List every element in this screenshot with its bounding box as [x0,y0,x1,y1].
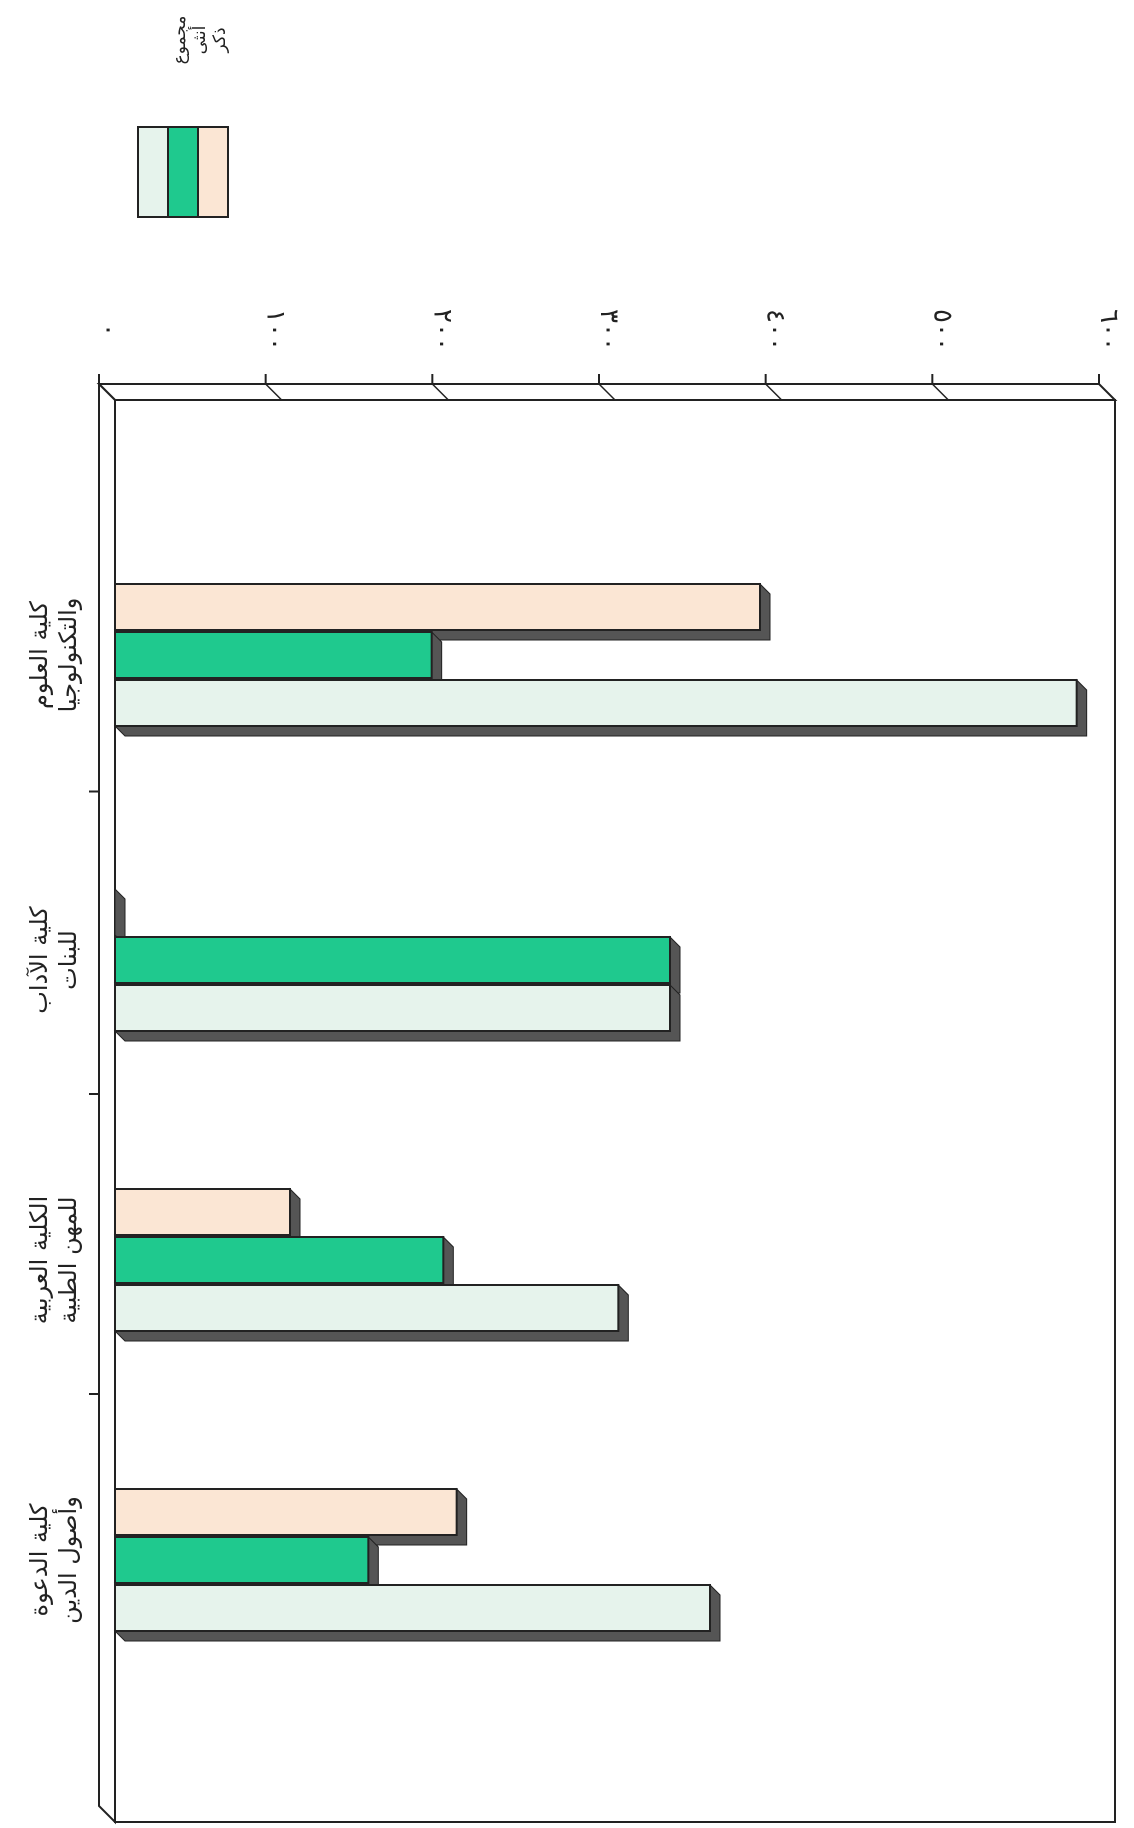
bar [114,583,761,631]
chart-floor [98,381,116,1825]
value-tick-depth-line [265,383,283,401]
value-axis: ٠ ١٠٠ ٢٠٠ ٣٠٠ ٤٠٠ ٥٠٠ ٦٠٠ [94,309,1124,401]
legend-label: ذكر [210,27,230,53]
category-label: كلية الآدابللبنات [25,906,82,1014]
bar [114,1284,620,1332]
legend-swatch [167,126,199,218]
legend-label: مجموع [170,16,190,65]
bar [114,936,671,984]
value-tick-label: ٢٠٠ [427,309,457,351]
category-axis: كلية العلوموالتكنولوجيا كلية الآدابللبنات… [25,598,99,1624]
category-label-line: كلية العلوم [25,600,53,708]
value-tick-label: ١٠٠ [261,309,291,351]
value-tick-depth-line [598,383,616,401]
bar [114,984,671,1032]
bar [114,1236,445,1284]
value-tick-depth-line [1098,383,1116,401]
bar [114,1488,458,1536]
category-label-line: الكلية العربية [25,1196,53,1325]
value-tick-depth-line [765,383,783,401]
value-tick-depth-line [931,383,949,401]
value-tick-label: ٤٠٠ [761,309,791,351]
bar [114,679,1078,727]
category-label-line: وأصول الدين [52,1496,82,1624]
category-label-line: كلية الدعوة [25,1503,53,1617]
bars [113,582,1088,1642]
bar [114,1584,711,1632]
bar [114,631,433,679]
bar [114,1188,291,1236]
legend-swatch [137,126,169,218]
category-label: الكلية العربيةللمهن الطبية [25,1196,82,1325]
value-tick-label: ٠ [94,323,124,337]
bar [114,1536,370,1584]
legend-swatch [197,126,229,218]
value-tick-depth-line [98,383,116,401]
value-tick-label: ٦٠٠ [1094,309,1124,351]
category-label-line: والتكنولوجيا [54,598,82,713]
category-label-line: للمهن الطبية [54,1196,82,1323]
value-tick-depth-line [431,383,449,401]
category-label-line: كلية الآداب [25,906,53,1014]
value-tick-label: ٥٠٠ [927,309,957,351]
category-label: كلية العلوموالتكنولوجيا [25,598,82,713]
value-tick-label: ٣٠٠ [594,309,624,351]
category-label-line: للبنات [54,930,82,990]
legend-label: أنثى [188,26,210,55]
category-label: كلية الدعوةوأصول الدين [25,1496,82,1624]
